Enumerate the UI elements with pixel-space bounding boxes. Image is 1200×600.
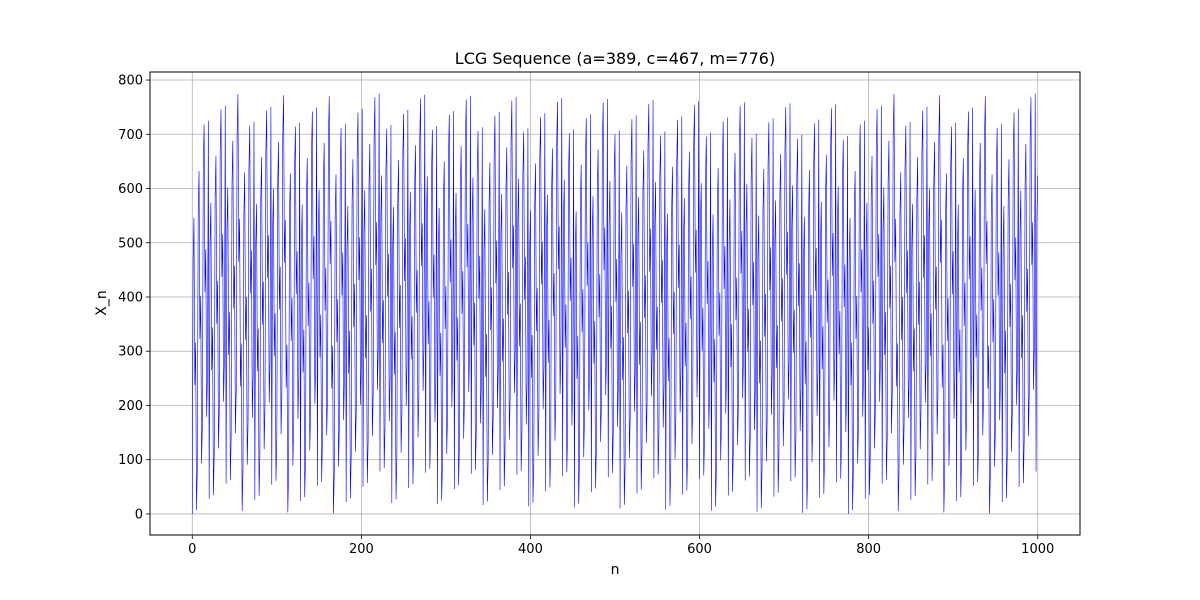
x-axis-ticks: 0 200 400 600 800 1000 [188, 535, 1054, 557]
y-tick-label: 600 [118, 182, 143, 197]
x-tick-label: 800 [856, 542, 881, 557]
x-axis-label: n [611, 562, 620, 578]
x-tick-label: 200 [349, 542, 374, 557]
y-tick-label: 200 [118, 399, 143, 414]
y-axis-ticks: 0 100 200 300 400 500 600 700 800 [118, 74, 150, 522]
y-tick-label: 700 [118, 128, 143, 143]
x-tick-label: 0 [188, 542, 196, 557]
series-line [191, 93, 1039, 514]
x-tick-label: 1000 [1021, 542, 1054, 557]
y-tick-label: 0 [135, 507, 143, 522]
series-layer [191, 93, 1039, 514]
y-tick-label: 800 [118, 74, 143, 89]
y-axis-label: X_n [94, 290, 110, 315]
y-tick-label: 100 [118, 453, 143, 468]
chart-title: LCG Sequence (a=389, c=467, m=776) [455, 49, 775, 68]
y-tick-label: 500 [118, 236, 143, 251]
x-tick-label: 600 [687, 542, 712, 557]
y-tick-label: 300 [118, 345, 143, 360]
y-tick-label: 400 [118, 290, 143, 305]
plot-frame [149, 71, 1081, 536]
x-tick-label: 400 [518, 542, 543, 557]
